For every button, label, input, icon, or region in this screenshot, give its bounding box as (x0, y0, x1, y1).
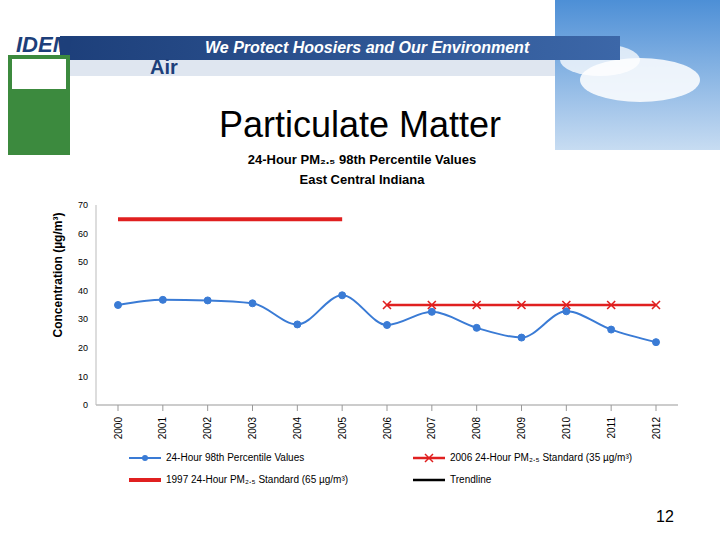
svg-text:24-Hour PM₂.₅ 98th Percentile: 24-Hour PM₂.₅ 98th Percentile Values (248, 152, 476, 167)
svg-text:2004: 2004 (292, 417, 303, 440)
html-text:Trendline: Trendline (450, 474, 492, 485)
svg-text:12: 12 (656, 508, 674, 525)
svg-text:2006: 2006 (382, 417, 393, 440)
svg-text:30: 30 (78, 314, 88, 324)
svg-text:2003: 2003 (247, 417, 258, 440)
svg-text:2011: 2011 (606, 417, 617, 439)
svg-text:2010: 2010 (561, 417, 572, 440)
svg-text:We Protect Hoosiers and Our En: We Protect Hoosiers and Our Environment (205, 39, 530, 56)
svg-text:60: 60 (78, 229, 88, 239)
html-text:2006 24-Hour PM₂.₅ Standard (3: 2006 24-Hour PM₂.₅ Standard (35 µg/m³) (450, 452, 633, 463)
svg-text:20: 20 (78, 343, 88, 353)
svg-text:2000: 2000 (113, 417, 124, 440)
html-text:24-Hour 98th Percentile Values: 24-Hour 98th Percentile Values (166, 452, 305, 463)
svg-text:Air: Air (150, 56, 178, 78)
html-text:1997 24-Hour PM₂.₅ Standard (6: 1997 24-Hour PM₂.₅ Standard (65 µg/m³) (166, 474, 349, 485)
svg-text:Particulate Matter: Particulate Matter (219, 104, 501, 145)
svg-text:2009: 2009 (516, 417, 527, 440)
svg-text:0: 0 (83, 400, 88, 410)
svg-text:50: 50 (78, 257, 88, 267)
svg-text:70: 70 (78, 200, 88, 210)
svg-text:2007: 2007 (426, 417, 437, 440)
svg-text:2008: 2008 (471, 417, 482, 440)
svg-text:10: 10 (78, 372, 88, 382)
svg-text:2001: 2001 (157, 417, 168, 440)
svg-text:IDEM: IDEM (16, 32, 72, 57)
svg-text:40: 40 (78, 286, 88, 296)
svg-text:2005: 2005 (337, 417, 348, 440)
svg-text:2002: 2002 (202, 417, 213, 440)
svg-text:2012: 2012 (651, 417, 662, 440)
svg-text:Concentration (µg/m³): Concentration (µg/m³) (51, 213, 65, 338)
svg-text:East Central Indiana: East Central Indiana (300, 172, 426, 187)
